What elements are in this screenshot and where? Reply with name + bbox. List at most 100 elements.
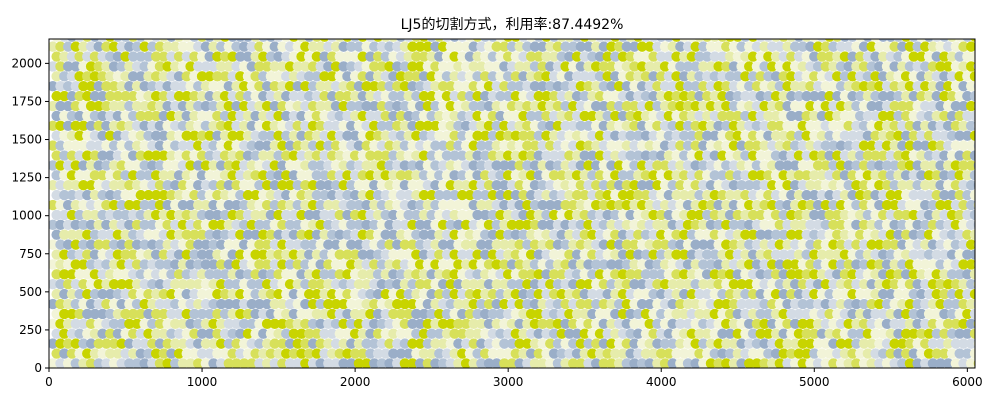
scatter-point bbox=[212, 130, 223, 141]
scatter-point bbox=[969, 229, 975, 240]
scatter-point bbox=[946, 150, 958, 161]
scatter-point bbox=[755, 308, 766, 320]
scatter-point bbox=[560, 338, 571, 349]
scatter-point bbox=[590, 219, 602, 231]
scatter-point bbox=[97, 209, 108, 221]
scatter-point bbox=[694, 348, 705, 359]
scatter-point bbox=[644, 239, 655, 250]
scatter-point bbox=[395, 328, 407, 339]
scatter-point bbox=[170, 100, 181, 112]
scatter-point bbox=[908, 130, 919, 141]
scatter-point bbox=[219, 110, 231, 122]
scatter-point bbox=[545, 180, 556, 191]
scatter-point bbox=[606, 219, 617, 231]
scatter-point bbox=[407, 100, 418, 112]
scatter-point bbox=[950, 298, 962, 310]
scatter-point bbox=[414, 358, 426, 368]
scatter-point bbox=[449, 328, 460, 339]
scatter-point bbox=[659, 318, 671, 330]
scatter-point bbox=[105, 288, 116, 300]
scatter-point bbox=[740, 170, 751, 181]
scatter-point bbox=[510, 110, 522, 122]
scatter-point bbox=[284, 160, 296, 171]
scatter-point bbox=[579, 209, 590, 221]
scatter-point bbox=[629, 100, 640, 112]
scatter-point bbox=[357, 229, 368, 240]
scatter-point bbox=[943, 120, 954, 132]
scatter-point bbox=[349, 209, 361, 221]
scatter-point bbox=[411, 90, 422, 102]
scatter-point bbox=[724, 348, 736, 359]
scatter-point bbox=[93, 298, 104, 310]
scatter-point bbox=[101, 259, 112, 270]
scatter-point bbox=[460, 219, 472, 231]
scatter-point bbox=[893, 229, 904, 240]
scatter-point bbox=[166, 328, 177, 339]
scatter-point bbox=[495, 189, 506, 201]
scatter-point bbox=[835, 259, 847, 270]
scatter-point bbox=[931, 269, 942, 280]
scatter-point bbox=[916, 209, 927, 221]
scatter-point bbox=[449, 229, 460, 240]
scatter-point bbox=[759, 219, 770, 231]
scatter-point bbox=[414, 259, 426, 270]
scatter-point bbox=[334, 288, 346, 300]
scatter-point bbox=[445, 259, 456, 270]
scatter-point bbox=[457, 348, 468, 359]
scatter-point bbox=[671, 229, 682, 240]
scatter-point bbox=[472, 269, 483, 280]
scatter-point bbox=[105, 110, 116, 122]
scatter-point bbox=[705, 140, 717, 151]
scatter-point bbox=[269, 318, 280, 330]
scatter-point bbox=[372, 110, 384, 122]
scatter-point bbox=[430, 279, 441, 290]
scatter-point bbox=[709, 249, 720, 260]
scatter-point bbox=[399, 120, 411, 132]
scatter-point bbox=[250, 110, 261, 122]
scatter-point bbox=[441, 90, 453, 102]
scatter-point bbox=[518, 348, 529, 359]
scatter-point bbox=[656, 249, 667, 260]
scatter-point bbox=[770, 209, 782, 221]
scatter-point bbox=[801, 288, 812, 300]
scatter-point bbox=[602, 288, 613, 300]
scatter-point bbox=[904, 160, 916, 171]
scatter-point bbox=[254, 358, 265, 368]
scatter-point bbox=[414, 180, 426, 191]
scatter-point bbox=[453, 219, 464, 231]
scatter-point bbox=[893, 288, 904, 300]
scatter-point bbox=[219, 328, 231, 339]
scatter-point bbox=[223, 180, 235, 191]
scatter-point bbox=[671, 328, 682, 339]
scatter-point bbox=[613, 100, 625, 112]
scatter-point bbox=[636, 120, 648, 132]
scatter-point bbox=[334, 269, 346, 280]
scatter-point bbox=[346, 298, 357, 310]
scatter-point bbox=[694, 269, 705, 280]
scatter-point bbox=[457, 130, 468, 141]
scatter-point bbox=[698, 180, 709, 191]
scatter-point bbox=[724, 130, 736, 141]
scatter-point bbox=[747, 189, 759, 201]
scatter-point bbox=[636, 259, 648, 270]
scatter-point bbox=[246, 259, 257, 270]
scatter-point bbox=[786, 348, 797, 359]
scatter-point bbox=[797, 199, 809, 211]
scatter-point bbox=[736, 199, 747, 211]
scatter-point bbox=[357, 170, 368, 181]
scatter-point bbox=[927, 358, 939, 368]
scatter-point bbox=[116, 298, 127, 310]
scatter-point bbox=[805, 338, 816, 349]
scatter-point bbox=[105, 308, 116, 320]
scatter-point bbox=[541, 170, 552, 181]
scatter-point bbox=[866, 338, 877, 349]
scatter-point bbox=[564, 209, 575, 221]
scatter-point bbox=[617, 130, 629, 141]
scatter-point bbox=[778, 288, 789, 300]
scatter-point bbox=[158, 110, 169, 122]
scatter-point bbox=[751, 358, 763, 368]
scatter-point bbox=[847, 308, 858, 320]
scatter-point bbox=[223, 279, 235, 290]
scatter-point bbox=[747, 110, 759, 122]
scatter-point bbox=[525, 150, 537, 161]
